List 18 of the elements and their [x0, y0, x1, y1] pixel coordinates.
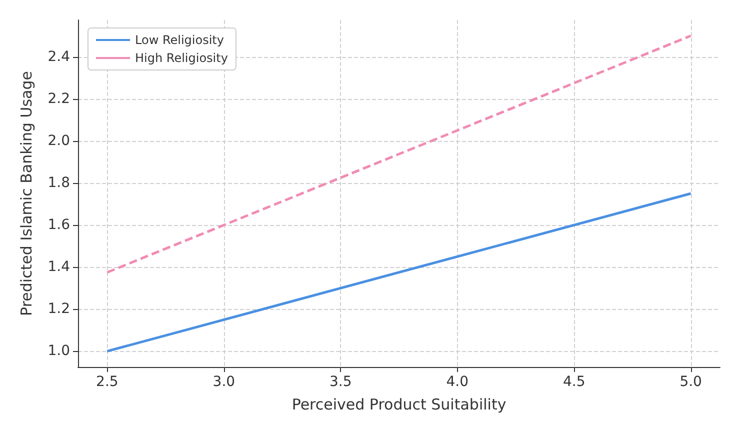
y-tick-label: 1.4 — [48, 259, 70, 276]
y-tick-label: 1.0 — [48, 343, 70, 360]
legend-label: Low Religiosity — [135, 33, 224, 47]
y-tick-label: 1.2 — [48, 301, 70, 318]
legend-label: High Religiosity — [135, 51, 228, 65]
x-tick-label: 2.5 — [96, 374, 118, 390]
x-tick-label: 4.0 — [446, 374, 468, 390]
y-tick-label: 2.2 — [48, 90, 70, 107]
x-tick-label: 3.0 — [212, 374, 236, 390]
x-tick-label: 5.0 — [680, 374, 702, 390]
x-axis-title: Perceived Product Suitability — [292, 396, 506, 414]
y-tick-label: 2.0 — [48, 132, 70, 149]
y-tick-label: 2.4 — [48, 48, 70, 65]
y-tick-label: 1.6 — [48, 217, 70, 234]
x-tick-label: 3.5 — [330, 374, 352, 390]
y-tick-label: 1.8 — [48, 174, 70, 191]
y-axis-title: Predicted Islamic Banking Usage — [18, 71, 36, 316]
x-tick-label: 4.5 — [562, 374, 586, 390]
